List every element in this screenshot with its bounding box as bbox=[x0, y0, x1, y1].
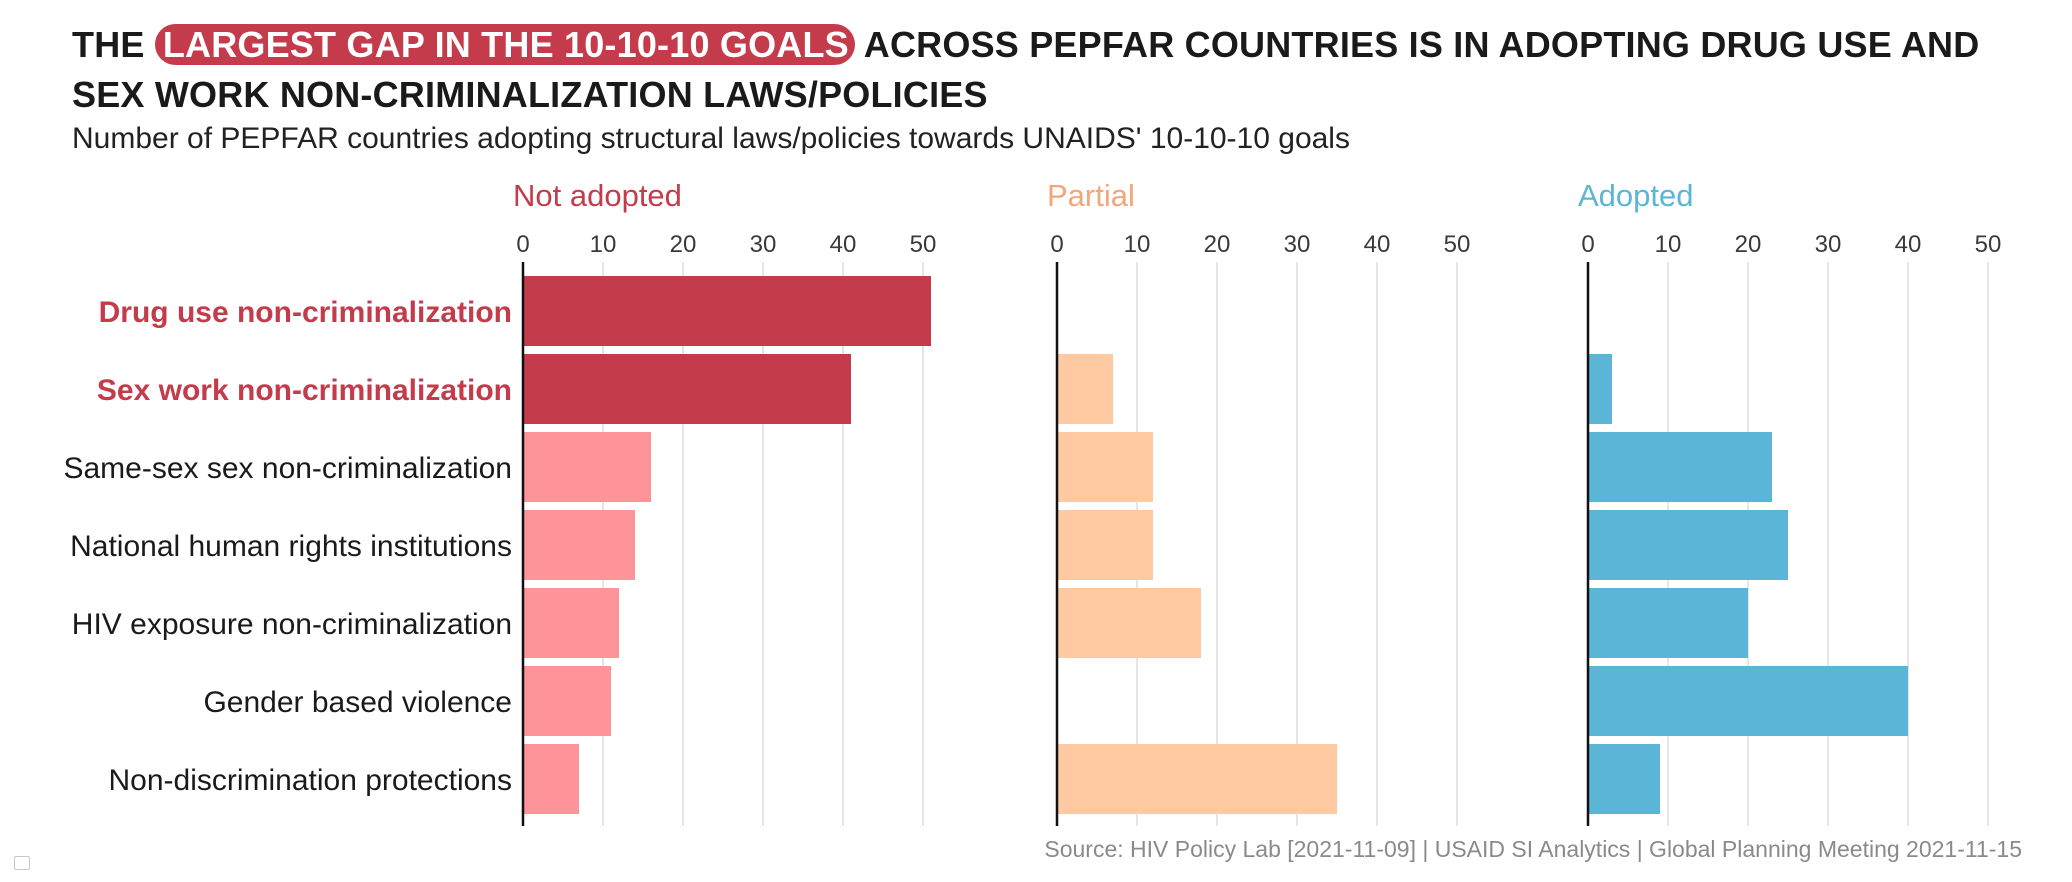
tick-label-partial-30: 30 bbox=[1284, 231, 1311, 258]
bar-adopted-3 bbox=[1588, 432, 1772, 502]
bar-partial-4 bbox=[1057, 510, 1153, 580]
panel-title-partial: Partial bbox=[1047, 178, 1135, 213]
tick-label-partial-20: 20 bbox=[1204, 231, 1231, 258]
category-label-4: National human rights institutions bbox=[70, 530, 512, 563]
chart-title: THE LARGEST GAP IN THE 10-10-10 GOALS AC… bbox=[72, 20, 2052, 120]
tick-label-adopted-50: 50 bbox=[1975, 231, 2002, 258]
category-label-1: Drug use non-criminalization bbox=[99, 296, 512, 329]
bar-adopted-7 bbox=[1588, 744, 1660, 814]
bar-not-adopted-7 bbox=[523, 744, 579, 814]
category-label-3: Same-sex sex non-criminalization bbox=[63, 452, 512, 485]
bar-adopted-6 bbox=[1588, 666, 1908, 736]
tick-label-not-adopted-50: 50 bbox=[910, 231, 937, 258]
bar-adopted-4 bbox=[1588, 510, 1788, 580]
category-label-2: Sex work non-criminalization bbox=[97, 374, 512, 407]
bar-not-adopted-3 bbox=[523, 432, 651, 502]
title-highlight: LARGEST GAP IN THE 10-10-10 GOALS bbox=[154, 24, 855, 65]
tick-label-partial-40: 40 bbox=[1364, 231, 1391, 258]
panel-title-not-adopted: Not adopted bbox=[513, 178, 682, 213]
title-prefix: THE bbox=[72, 24, 155, 65]
tick-label-not-adopted-0: 0 bbox=[516, 231, 529, 258]
tick-label-adopted-40: 40 bbox=[1895, 231, 1922, 258]
tick-label-partial-50: 50 bbox=[1444, 231, 1471, 258]
category-label-5: HIV exposure non-criminalization bbox=[72, 608, 512, 641]
bar-adopted-2 bbox=[1588, 354, 1612, 424]
image-icon bbox=[14, 856, 30, 870]
bar-adopted-5 bbox=[1588, 588, 1748, 658]
tick-label-not-adopted-40: 40 bbox=[830, 231, 857, 258]
tick-label-adopted-30: 30 bbox=[1815, 231, 1842, 258]
tick-label-adopted-10: 10 bbox=[1655, 231, 1682, 258]
bar-partial-7 bbox=[1057, 744, 1337, 814]
bar-partial-3 bbox=[1057, 432, 1153, 502]
tick-label-not-adopted-20: 20 bbox=[670, 231, 697, 258]
category-label-6: Gender based violence bbox=[203, 686, 512, 719]
bar-not-adopted-6 bbox=[523, 666, 611, 736]
bar-not-adopted-5 bbox=[523, 588, 619, 658]
source-note: Source: HIV Policy Lab [2021-11-09] | US… bbox=[1044, 836, 2022, 862]
bar-not-adopted-2 bbox=[523, 354, 851, 424]
bar-partial-5 bbox=[1057, 588, 1201, 658]
chart-subtitle: Number of PEPFAR countries adopting stru… bbox=[72, 122, 1350, 155]
tick-label-partial-0: 0 bbox=[1050, 231, 1063, 258]
tick-label-not-adopted-30: 30 bbox=[750, 231, 777, 258]
panel-title-adopted: Adopted bbox=[1578, 178, 1694, 213]
category-label-7: Non-discrimination protections bbox=[108, 764, 512, 797]
tick-label-not-adopted-10: 10 bbox=[590, 231, 617, 258]
bar-partial-2 bbox=[1057, 354, 1113, 424]
title-rest: ACROSS PEPFAR COUNTRIES IS IN ADOPTING D… bbox=[72, 24, 1980, 115]
tick-label-adopted-0: 0 bbox=[1581, 231, 1594, 258]
tick-label-adopted-20: 20 bbox=[1735, 231, 1762, 258]
tick-label-partial-10: 10 bbox=[1124, 231, 1151, 258]
bar-not-adopted-1 bbox=[523, 276, 931, 346]
bar-not-adopted-4 bbox=[523, 510, 635, 580]
